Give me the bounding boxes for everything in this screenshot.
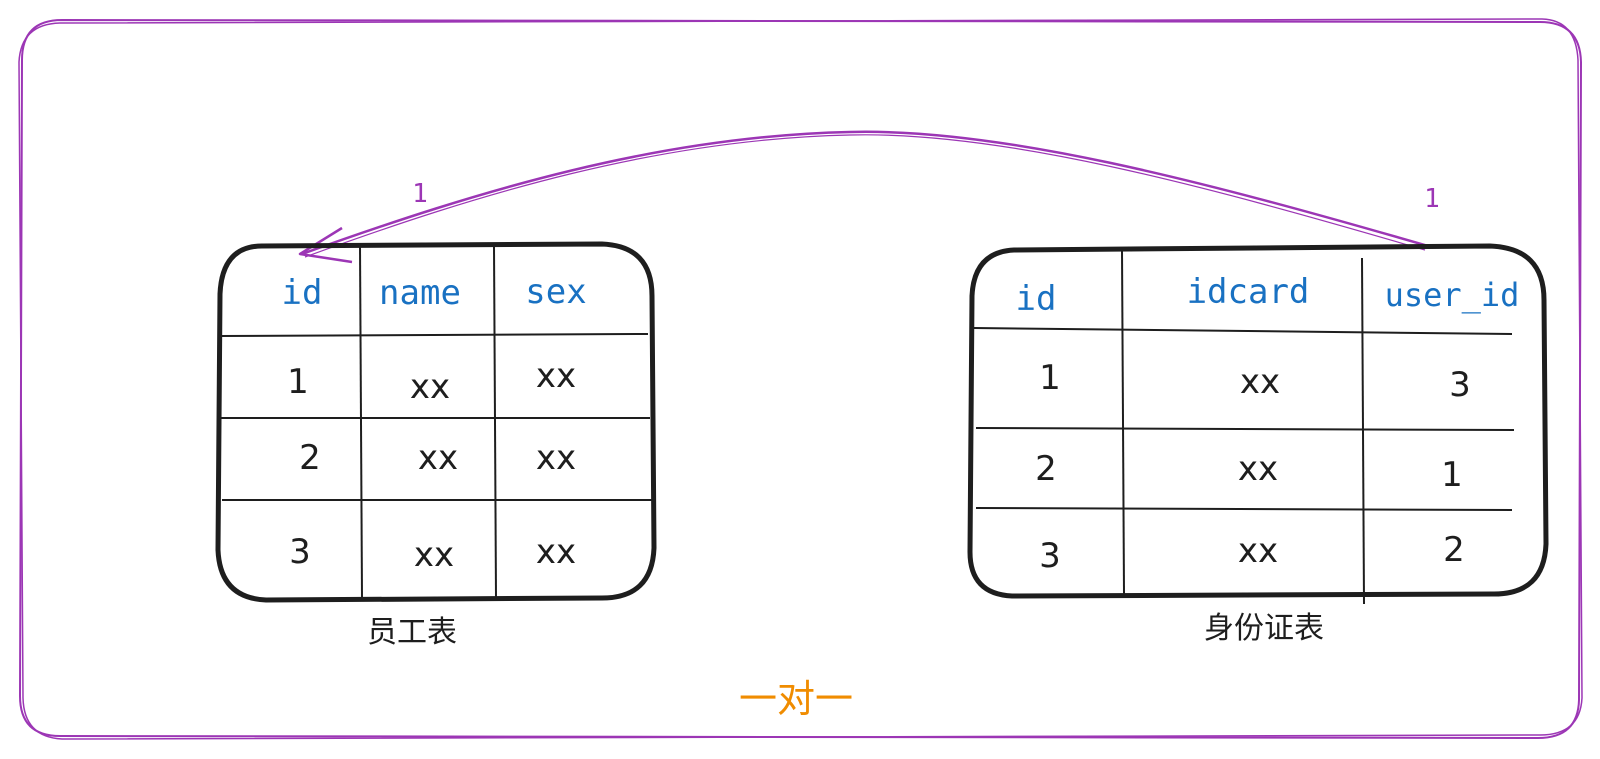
idcard-cell: 3 <box>1039 536 1061 576</box>
relation-connector <box>298 130 1429 264</box>
idcard-table-caption: 身份证表 <box>1204 611 1324 646</box>
idcard-cell: 2 <box>1443 530 1465 570</box>
idcard-cell: xx <box>1240 362 1280 402</box>
idcard-table-border <box>967 243 1549 599</box>
idcard-table: id idcard user_id 1 xx 3 2 xx 1 3 xx 2 <box>967 243 1549 605</box>
employee-cell: 3 <box>289 532 311 572</box>
arrowhead-icon <box>298 226 353 264</box>
employee-cell: xx <box>536 532 576 572</box>
idcard-cell: 2 <box>1035 449 1057 489</box>
idcard-cell: xx <box>1238 449 1278 489</box>
employee-table-caption: 员工表 <box>367 615 457 650</box>
employee-header-sex: sex <box>525 272 586 312</box>
idcard-cell: 1 <box>1039 358 1061 398</box>
idcard-header-id: id <box>1016 279 1057 319</box>
employee-cell: xx <box>418 438 458 478</box>
outer-frame <box>18 18 1583 740</box>
employee-table-border <box>215 241 657 603</box>
employee-cell: xx <box>536 356 576 396</box>
diagram-title: 一对一 <box>739 677 853 721</box>
idcard-cell: xx <box>1238 531 1278 571</box>
employee-cell: xx <box>410 367 450 407</box>
employee-table: id name sex 1 xx xx 2 xx xx 3 xx xx <box>215 241 657 603</box>
employee-cell: xx <box>536 438 576 478</box>
idcard-cell: 1 <box>1441 455 1463 495</box>
idcard-header-idcard: idcard <box>1187 272 1310 312</box>
idcard-cell: 3 <box>1449 365 1471 405</box>
employee-header-name: name <box>379 273 461 313</box>
employee-cell: xx <box>414 535 454 575</box>
to-cardinality: 1 <box>1424 184 1440 214</box>
employee-cell: 1 <box>287 362 309 402</box>
employee-header-id: id <box>282 273 323 313</box>
idcard-header-user-id: user_id <box>1385 276 1520 314</box>
relation-curve <box>301 130 1429 256</box>
from-cardinality: 1 <box>412 179 428 209</box>
employee-cell: 2 <box>299 438 321 478</box>
